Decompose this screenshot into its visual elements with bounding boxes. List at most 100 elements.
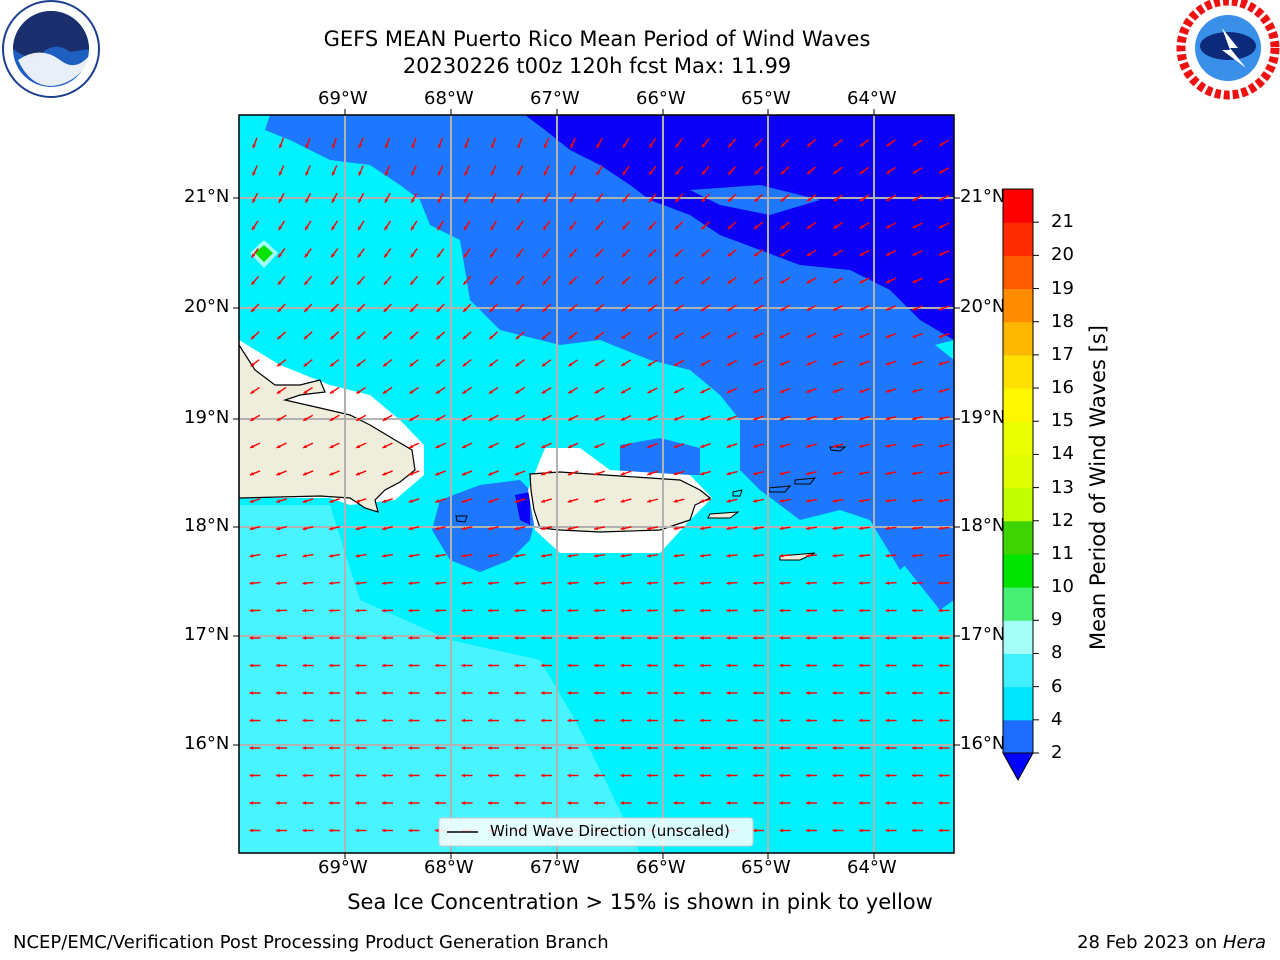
wind-wave-arrowhead: [938, 636, 943, 640]
wind-wave-arrowhead: [939, 224, 944, 228]
wind-wave-arrowhead: [912, 581, 916, 585]
wind-wave-arrowhead: [859, 718, 863, 723]
wind-wave-arrowhead: [410, 253, 415, 258]
wind-wave-arrowhead: [700, 471, 705, 476]
wind-wave-arrowhead: [885, 581, 890, 585]
wind-wave-arrowhead: [435, 417, 440, 421]
wind-wave-arrowhead: [409, 417, 414, 421]
wind-wave-arrowhead: [249, 663, 254, 668]
wind-wave-arrowhead: [488, 663, 492, 668]
wind-wave-arrowhead: [647, 801, 651, 805]
wind-wave-arrowhead: [832, 691, 837, 695]
wind-wave-arrowhead: [329, 608, 333, 613]
wind-wave-arrowhead: [382, 554, 386, 558]
wind-wave-arrowhead: [806, 828, 810, 833]
wind-wave-arrowhead: [329, 444, 334, 448]
wind-wave-arrowhead: [620, 553, 625, 558]
colorbar-tick-label: 14: [1051, 443, 1074, 465]
wind-wave-arrowhead: [435, 499, 440, 503]
wind-wave-arrowhead: [753, 773, 757, 778]
wind-wave-arrowhead: [753, 636, 757, 640]
wind-wave-arrowhead: [754, 143, 759, 148]
wind-wave-arrowhead: [622, 171, 627, 176]
wind-wave-arrowhead: [383, 335, 388, 340]
wind-wave-arrowhead: [727, 334, 732, 339]
wind-wave-arrowhead: [726, 389, 731, 393]
wind-wave-arrowhead: [463, 308, 467, 312]
wind-wave-arrowhead: [701, 170, 706, 175]
wind-wave-arrowhead: [570, 143, 574, 148]
colorbar-segment: [1003, 686, 1033, 721]
wind-wave-arrowhead: [543, 171, 548, 176]
wind-wave-arrowhead: [832, 636, 837, 640]
wind-wave-arrowhead: [832, 389, 837, 393]
wind-wave-arrowhead: [542, 308, 547, 312]
wind-wave-arrowhead: [567, 663, 572, 668]
wind-wave-arrowhead: [488, 608, 492, 613]
wind-wave-arrowhead: [912, 416, 917, 421]
wind-wave-arrowhead: [514, 581, 519, 585]
wind-wave-arrowhead: [330, 362, 335, 367]
wind-wave-arrowhead: [806, 416, 811, 421]
wind-wave-arrowhead: [912, 526, 916, 531]
wind-wave-arrowhead: [411, 198, 415, 203]
wind-wave-arrowhead: [567, 471, 572, 476]
wind-wave-arrowhead: [252, 144, 257, 149]
wind-wave-arrowhead: [461, 718, 466, 723]
wind-wave-arrowhead: [833, 170, 838, 174]
wind-wave-arrowhead: [569, 253, 574, 258]
wind-wave-arrowhead: [620, 691, 625, 695]
wind-wave-arrowhead: [384, 253, 388, 258]
wind-wave-arrowhead: [781, 143, 785, 147]
wind-wave-arrowhead: [435, 636, 439, 640]
wind-wave-arrowhead: [568, 335, 573, 339]
wind-wave-arrowhead: [567, 444, 572, 448]
wind-wave-arrowhead: [753, 526, 757, 531]
footer-date: 28 Feb 2023 on Hera: [1077, 932, 1266, 953]
wind-wave-arrowhead: [355, 554, 360, 558]
wind-wave-arrowhead: [674, 335, 679, 339]
wind-wave-arrowhead: [938, 526, 943, 531]
wind-wave-arrowhead: [673, 691, 678, 695]
lon-label-top: 69°W: [318, 88, 368, 109]
lon-label-top: 64°W: [847, 88, 897, 109]
wind-wave-arrowhead: [807, 197, 812, 202]
wind-wave-arrowhead: [435, 526, 440, 531]
wind-wave-arrowhead: [382, 718, 386, 723]
wind-wave-arrowhead: [886, 279, 891, 283]
wind-wave-arrowhead: [488, 718, 492, 723]
wind-wave-arrowhead: [779, 801, 784, 805]
wind-wave-arrowhead: [594, 499, 599, 503]
wind-wave-arrowhead: [700, 773, 704, 778]
wind-wave-arrowhead: [355, 801, 360, 805]
wind-wave-arrowhead: [649, 170, 653, 175]
wind-wave-arrowhead: [833, 252, 838, 256]
wind-wave-arrowhead: [700, 526, 704, 531]
wind-wave-arrowhead: [596, 198, 600, 203]
wind-wave-arrowhead: [700, 334, 705, 339]
wind-wave-arrowhead: [250, 362, 255, 367]
wind-wave-arrowhead: [517, 171, 521, 176]
wind-wave-arrowhead: [674, 389, 679, 393]
lon-label-bottom: 64°W: [847, 857, 897, 878]
wind-wave-arrowhead: [249, 554, 254, 558]
wind-wave-arrowhead: [912, 663, 916, 668]
wind-wave-arrowhead: [938, 581, 943, 585]
wind-wave-arrowhead: [408, 801, 413, 805]
wind-wave-arrowhead: [806, 663, 810, 668]
wind-wave-arrowhead: [700, 307, 705, 312]
wind-wave-arrowhead: [356, 362, 361, 367]
wind-wave-arrowhead: [276, 828, 280, 833]
wind-wave-arrowhead: [674, 307, 679, 312]
wind-wave-arrowhead: [302, 499, 307, 503]
wind-wave-arrowhead: [673, 773, 678, 778]
wind-wave-arrowhead: [647, 499, 652, 503]
wind-wave-arrowhead: [514, 746, 519, 750]
wind-wave-arrowhead: [780, 307, 785, 311]
wind-wave-arrowhead: [806, 718, 810, 723]
wind-wave-arrowhead: [383, 362, 388, 367]
wind-wave-arrowhead: [754, 225, 759, 229]
wind-wave-arrowhead: [302, 608, 307, 613]
wind-wave-arrowhead: [461, 691, 466, 695]
wind-wave-arrowhead: [249, 472, 254, 476]
